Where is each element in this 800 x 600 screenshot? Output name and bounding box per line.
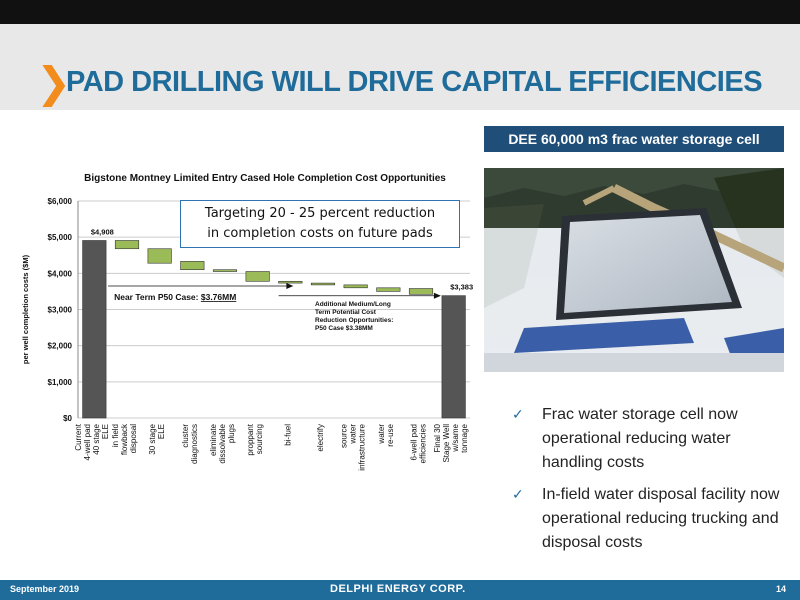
chart-bar [180, 261, 205, 271]
checkmark-icon: ✓ [512, 407, 524, 423]
x-tick-label: clusterdiagnostics [181, 424, 199, 464]
y-tick-label: $1,000 [48, 378, 73, 387]
page-number: 14 [775, 584, 786, 594]
chart-title: Bigstone Montney Limited Entry Cased Hol… [84, 173, 446, 184]
chart-bar [310, 282, 336, 286]
x-tick-label: proppantsourcing [246, 423, 264, 455]
data-label: $3,383 [450, 283, 473, 292]
y-tick-label: $6,000 [48, 197, 73, 206]
x-tick-label: Final 30Stage Wellw/sametonnage [433, 423, 469, 462]
callout-line-1: Targeting 20 - 25 percent reduction [204, 206, 436, 221]
storage-cell-photo [484, 168, 784, 372]
x-tick-label: sourcewaterinfrastructure [340, 423, 367, 470]
x-tick-label: in fieldflowbackdisposal [111, 423, 138, 455]
photo-title: DEE 60,000 m3 frac water storage cell [484, 126, 784, 152]
chart-bar [245, 271, 270, 282]
arrow-head [286, 282, 294, 289]
y-tick-label: $5,000 [48, 233, 73, 242]
bullet-item-2: ✓ In-field water disposal facility now o… [512, 483, 782, 555]
header: ❯ PAD DRILLING WILL DRIVE CAPITAL EFFICI… [0, 24, 800, 110]
data-label: $4,908 [91, 227, 114, 236]
chart-bar [376, 287, 401, 292]
chart-bar [212, 269, 238, 272]
chart-bar [147, 248, 172, 264]
arrow-head [433, 292, 441, 299]
x-tick-label: bi-fuel [283, 424, 292, 446]
page-title: PAD DRILLING WILL DRIVE CAPITAL EFFICIEN… [66, 66, 763, 98]
y-tick-label: $0 [63, 414, 72, 423]
annotation-long-term: Additional Medium/Long Term Potential Cos… [315, 301, 393, 332]
footer: September 2019 DELPHI ENERGY CORP. 14 [0, 580, 800, 600]
chart-bar [408, 288, 434, 295]
x-tick-label: waterre-use [377, 423, 395, 446]
callout-line-2: in completion costs on future pads [207, 226, 433, 241]
y-tick-label: $4,000 [48, 269, 73, 278]
annotation-near-term: Near Term P50 Case: $3.76MM [114, 292, 236, 302]
x-tick-label: electrify [316, 424, 325, 452]
chart-bar [278, 280, 303, 284]
footer-date: September 2019 [10, 584, 80, 594]
y-axis-label: per well completion costs ($M) [21, 254, 30, 364]
x-tick-label: Current4-well pad40 stageELE [74, 423, 110, 460]
y-tick-label: $2,000 [48, 342, 73, 351]
top-band [0, 0, 800, 24]
checkmark-icon: ✓ [512, 487, 524, 503]
chart-bar [82, 240, 107, 419]
x-tick-label: 6-well padefficiencies [410, 424, 428, 463]
bullet-item-1: ✓ Frac water storage cell now operationa… [512, 403, 782, 475]
chart-bar [441, 295, 466, 419]
callout-box: Targeting 20 - 25 percent reduction in c… [180, 200, 460, 248]
chevron-right-icon: ❯ [36, 58, 72, 107]
x-tick-label: eliminatedissolvableplugs [209, 423, 236, 463]
company-logo: DELPHI ENERGY CORP. [330, 583, 466, 595]
chart-bar [343, 284, 368, 289]
y-tick-label: $3,000 [48, 306, 73, 315]
x-tick-label: 30 stageELE [148, 423, 166, 454]
waterfall-chart: $0 $1,000 $2,000 $3,000 $4,000 $5,000 $6,000 pe… [21, 197, 473, 471]
chart-bar [114, 240, 140, 250]
